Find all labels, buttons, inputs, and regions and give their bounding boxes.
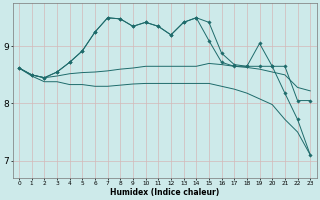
X-axis label: Humidex (Indice chaleur): Humidex (Indice chaleur) bbox=[110, 188, 219, 197]
